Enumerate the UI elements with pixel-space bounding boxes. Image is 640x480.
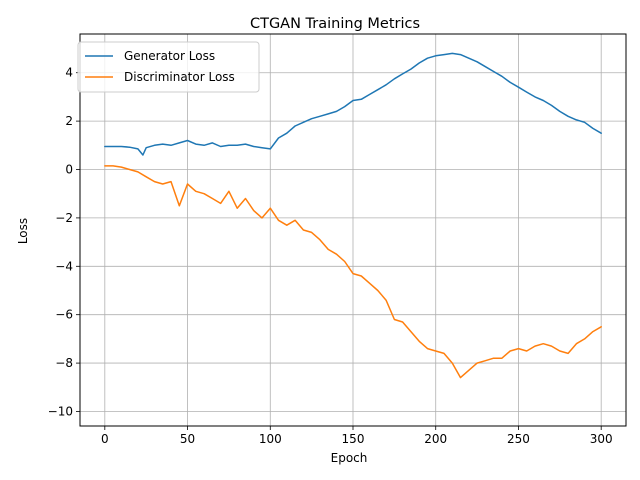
y-axis-label: Loss	[16, 218, 30, 244]
x-tick-label: 50	[180, 432, 195, 446]
legend: Generator Loss Discriminator Loss	[77, 41, 260, 93]
y-tick-label: −2	[55, 211, 73, 225]
x-tick-label: 100	[259, 432, 282, 446]
y-tick-label: 0	[65, 163, 73, 177]
legend-box	[77, 41, 260, 93]
legend-label-discriminator: Discriminator Loss	[124, 70, 235, 84]
ticks: 0 50 100 150 200 250 300 4 2 0 −2 −4 −6 −8 −10	[48, 66, 613, 446]
x-tick-label: 250	[507, 432, 530, 446]
y-tick-label: 4	[65, 66, 73, 80]
y-tick-label: 2	[65, 114, 73, 128]
series-line-discriminator-loss	[104, 165, 602, 379]
y-tick-label: −10	[48, 404, 73, 418]
y-tick-label: −6	[55, 308, 73, 322]
x-axis-label: Epoch	[331, 451, 368, 465]
legend-label-generator: Generator Loss	[124, 49, 215, 63]
chart-title: CTGAN Training Metrics	[250, 16, 420, 32]
x-tick-label: 150	[342, 432, 365, 446]
x-tick-label: 0	[101, 432, 109, 446]
y-tick-label: −4	[55, 259, 73, 273]
series-layer	[104, 52, 602, 379]
y-tick-label: −8	[55, 356, 73, 370]
series-line-generator-loss	[104, 52, 602, 156]
x-tick-label: 300	[590, 432, 613, 446]
x-tick-label: 200	[424, 432, 447, 446]
